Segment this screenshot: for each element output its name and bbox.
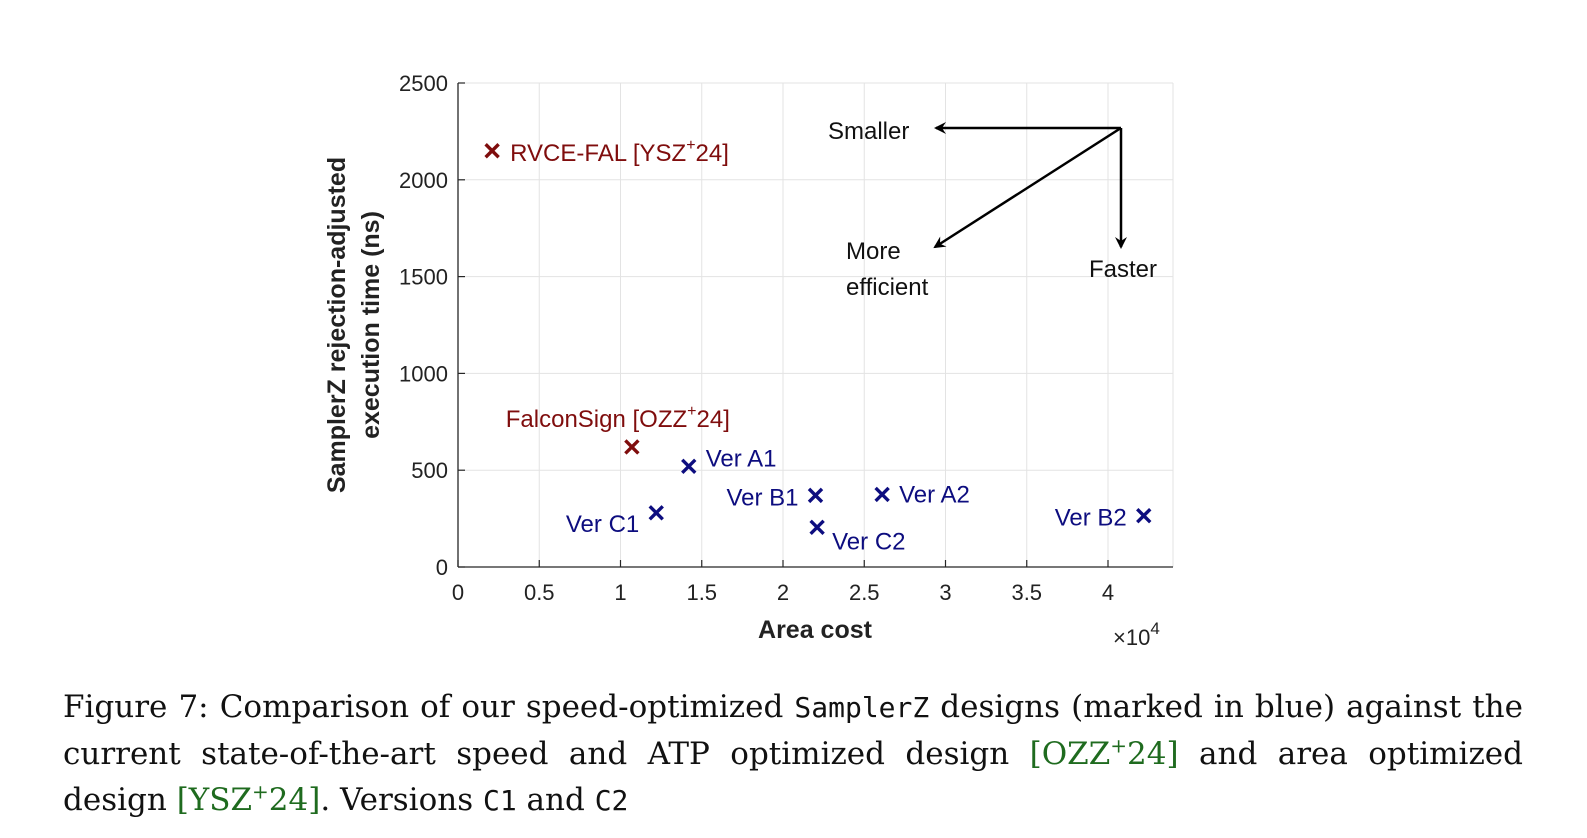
x-ticks: 0 0.5 1 1.5 2 2.5 3 3.5 4 — [452, 560, 1114, 605]
x-tick-label: 2.5 — [849, 580, 880, 605]
y-tick-label: 1000 — [399, 361, 448, 386]
y-tick-label: 500 — [411, 458, 448, 483]
data-point-label: Ver B1 — [726, 484, 798, 511]
data-point-marker — [1136, 507, 1152, 524]
scatter-chart: 0 0.5 1 1.5 2 2.5 3 3.5 4 0 500 1000 1500 2000 2500 R… — [323, 71, 1174, 650]
annotation-more: More — [846, 238, 901, 265]
x-multiplier: ×104 — [1113, 619, 1160, 650]
annotation-faster: Faster — [1089, 256, 1157, 283]
data-point-label: FalconSign [OZZ+24] — [506, 403, 730, 433]
figure-caption: Figure 7: Comparison of our speed-optimi… — [63, 689, 1523, 818]
data-marks: RVCE-FAL [YSZ+24] FalconSign [OZZ+24] Ver … — [484, 137, 1152, 555]
data-point-label: RVCE-FAL [YSZ+24] — [510, 137, 729, 167]
y-tick-label: 0 — [436, 555, 448, 580]
annotation-efficient: efficient — [846, 274, 929, 301]
x-axis-label: Area cost — [758, 616, 873, 644]
x-tick-label: 3.5 — [1011, 580, 1042, 605]
y-ticks: 0 500 1000 1500 2000 2500 — [399, 71, 465, 580]
x-tick-label: 3 — [939, 580, 951, 605]
data-point-label: Ver A1 — [706, 445, 777, 472]
x-tick-label: 0.5 — [524, 580, 555, 605]
data-point-marker — [648, 505, 664, 521]
y-tick-label: 2000 — [399, 168, 448, 193]
y-axis-label-line1: SamplerZ rejection-adjusted — [323, 157, 351, 493]
data-point-marker — [809, 519, 825, 536]
annotation-smaller: Smaller — [828, 118, 909, 145]
y-tick-label: 2500 — [399, 71, 448, 96]
data-point-label: Ver A2 — [899, 481, 970, 508]
x-tick-label: 0 — [452, 580, 464, 605]
x-tick-label: 4 — [1102, 580, 1114, 605]
data-point-label: Ver C1 — [566, 511, 639, 538]
arrow-more-efficient — [933, 126, 1122, 249]
citation-ysz24[interactable]: [YSZ+24] — [176, 779, 321, 818]
x-tick-label: 1 — [614, 580, 626, 605]
data-point-marker — [874, 486, 890, 503]
citation-ozz24[interactable]: [OZZ+24] — [1029, 733, 1179, 772]
data-point-label: Ver B2 — [1055, 505, 1127, 532]
x-tick-label: 1.5 — [686, 580, 717, 605]
data-point-marker — [807, 487, 824, 504]
y-axis-label-line2: execution time (ns) — [357, 211, 385, 439]
y-tick-label: 1500 — [399, 265, 448, 290]
data-point-marker — [484, 143, 500, 159]
data-point-marker — [681, 458, 697, 475]
data-point-marker — [624, 439, 640, 455]
data-point-label: Ver C2 — [832, 528, 905, 555]
x-tick-label: 2 — [777, 580, 789, 605]
